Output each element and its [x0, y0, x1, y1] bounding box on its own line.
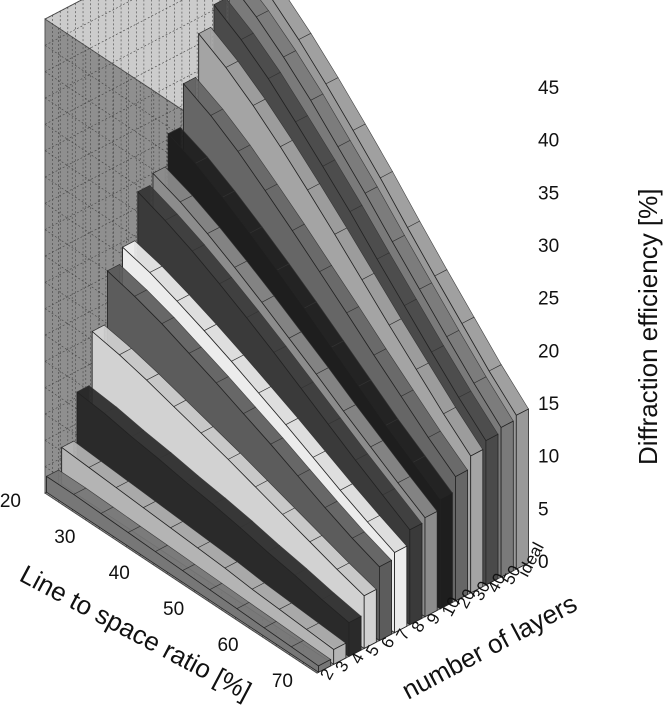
z-tick-label: 25	[538, 289, 559, 310]
ribbon-end-cap	[515, 408, 529, 570]
ribbon-end-cap	[333, 642, 347, 665]
ribbon-end-cap	[378, 559, 393, 642]
z-tick-label: 40	[538, 131, 559, 152]
z-tick-label: 5	[538, 499, 549, 520]
x-tick-label: 30	[54, 527, 75, 548]
z-tick-label: 45	[538, 78, 559, 99]
x-tick-label: 60	[217, 635, 238, 656]
x-tick-label: 20	[0, 491, 21, 512]
ribbon-end-cap	[318, 658, 332, 673]
z-tick-label: 20	[538, 341, 559, 362]
ribbon-series-2	[45, 469, 332, 673]
ribbon-end-cap	[348, 615, 362, 658]
ribbon-end-cap	[455, 469, 469, 602]
x-tick-label: 50	[163, 599, 184, 620]
ribbon-series-group	[45, 0, 529, 673]
ribbon-end-cap	[424, 510, 438, 618]
z-axis-title: Diffraction efficiency [%]	[633, 189, 663, 466]
x-tick-label: 40	[109, 563, 130, 584]
ribbon-end-cap	[363, 588, 377, 650]
grid-line	[44, 0, 133, 46]
ribbon-end-cap	[394, 545, 408, 634]
ribbon-series-4	[76, 385, 362, 658]
z-tick-label: 15	[538, 394, 559, 415]
grid-line	[44, 0, 83, 20]
ribbon-end-cap	[439, 492, 453, 610]
ribbon-end-cap	[500, 420, 514, 578]
z-tick-label: 0	[538, 552, 549, 573]
z-tick-label: 35	[538, 183, 559, 204]
ribbon-end-cap	[409, 522, 423, 626]
ribbon-series-3	[61, 440, 347, 666]
ribbon-end-cap	[485, 433, 499, 586]
z-tick-label: 30	[538, 236, 559, 257]
x-tick-label: 70	[272, 671, 293, 692]
ribbon-end-cap	[470, 448, 484, 594]
z-tick-label: 10	[538, 447, 559, 468]
